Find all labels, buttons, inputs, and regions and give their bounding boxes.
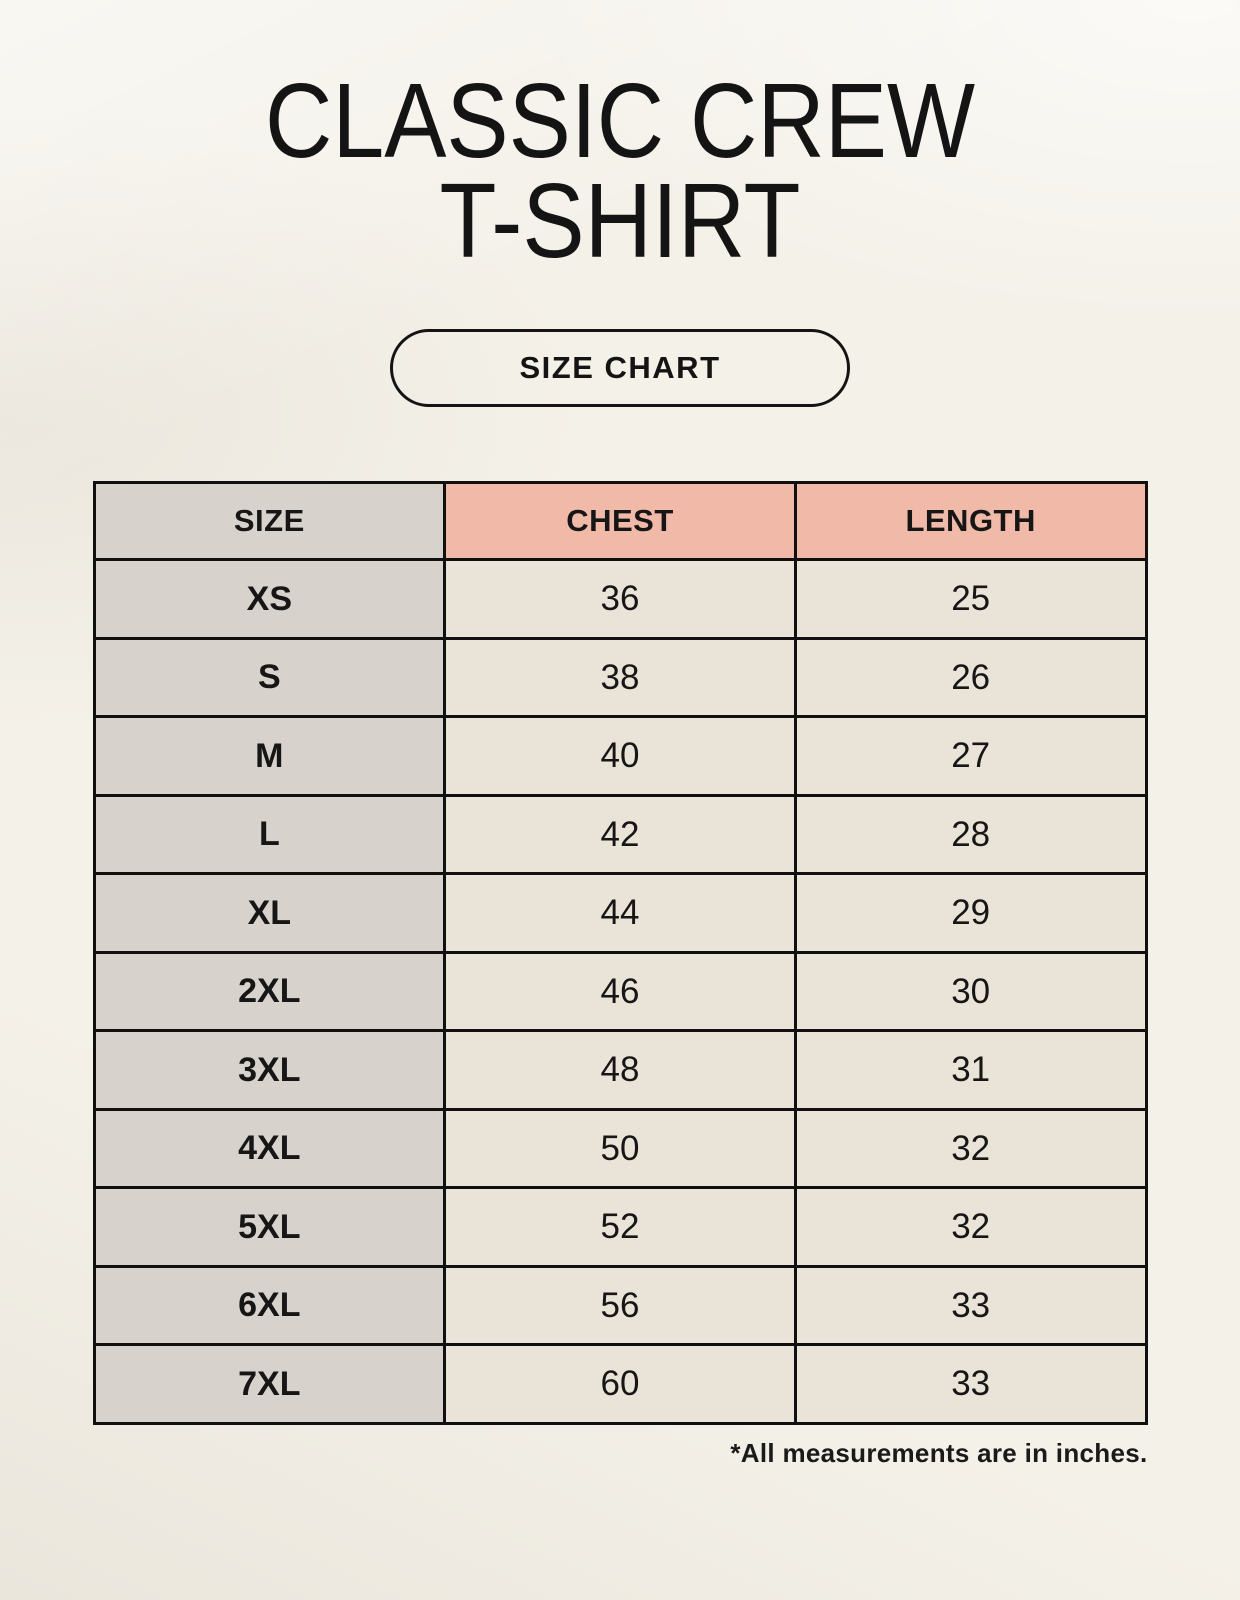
table-row: XL 44 29 — [92, 872, 1148, 954]
size-table-body: XS 36 25 S 38 26 M 40 27 L 42 28 XL 44 29 2XL 46 30 3XL 48 3… — [92, 558, 1148, 1425]
length-cell: 25 — [793, 558, 1148, 640]
table-row: L 42 28 — [92, 793, 1148, 876]
length-cell: 32 — [793, 1186, 1148, 1268]
measurements-note: *All measurements are in inches. — [730, 1437, 1148, 1468]
size-cell: 6XL — [92, 1264, 447, 1347]
length-cell: 33 — [793, 1343, 1148, 1425]
chest-cell: 52 — [443, 1186, 797, 1268]
size-table-head: SIZE CHEST LENGTH — [92, 481, 1148, 562]
length-cell: 28 — [793, 793, 1148, 876]
table-row: 4XL 50 32 — [92, 1107, 1148, 1190]
chest-cell: 46 — [443, 950, 797, 1033]
size-cell: 2XL — [92, 950, 447, 1033]
table-row: XS 36 25 — [92, 558, 1148, 640]
length-cell: 31 — [793, 1029, 1148, 1111]
chest-cell: 44 — [443, 872, 797, 954]
chest-cell: 40 — [443, 715, 797, 797]
chest-cell: 36 — [443, 558, 797, 640]
size-cell: XL — [92, 872, 447, 954]
size-cell: M — [92, 715, 447, 797]
length-cell: 27 — [793, 715, 1148, 797]
title-line-2: T-SHIRT — [439, 161, 801, 280]
size-cell: S — [92, 636, 447, 719]
size-chart-badge: SIZE CHART — [390, 329, 850, 408]
chest-cell: 50 — [443, 1107, 797, 1190]
size-cell: 7XL — [92, 1343, 447, 1425]
table-row: 5XL 52 32 — [92, 1186, 1148, 1268]
size-table-header-row: SIZE CHEST LENGTH — [92, 481, 1148, 562]
chest-cell: 56 — [443, 1264, 797, 1347]
title-line-1: CLASSIC CREW — [264, 62, 976, 180]
chest-cell: 48 — [443, 1029, 797, 1111]
table-row: M 40 27 — [92, 715, 1148, 797]
size-cell: XS — [92, 558, 447, 640]
size-cell: L — [92, 793, 447, 876]
page-title: CLASSIC CREW T-SHIRT — [0, 62, 1240, 280]
chest-cell: 42 — [443, 793, 797, 876]
size-table: SIZE CHEST LENGTH XS 36 25 S 38 26 M 40 27 L 42 28 X… — [92, 481, 1148, 1425]
size-cell: 3XL — [92, 1029, 447, 1111]
table-row: S 38 26 — [92, 636, 1148, 719]
chest-cell: 38 — [443, 636, 797, 719]
length-cell: 29 — [793, 872, 1148, 954]
chest-cell: 60 — [443, 1343, 797, 1425]
table-row: 3XL 48 31 — [92, 1029, 1148, 1111]
size-chart-badge-label: SIZE CHART — [519, 350, 721, 386]
table-row: 2XL 46 30 — [92, 950, 1148, 1033]
length-cell: 33 — [793, 1264, 1148, 1347]
length-cell: 32 — [793, 1107, 1148, 1190]
size-cell: 4XL — [92, 1107, 447, 1190]
size-cell: 5XL — [92, 1186, 447, 1268]
table-row: 7XL 60 33 — [92, 1343, 1148, 1425]
column-header-chest: CHEST — [443, 481, 797, 562]
table-row: 6XL 56 33 — [92, 1264, 1148, 1347]
column-header-size: SIZE — [92, 481, 447, 562]
length-cell: 30 — [793, 950, 1148, 1033]
length-cell: 26 — [793, 636, 1148, 719]
column-header-length: LENGTH — [793, 481, 1148, 562]
